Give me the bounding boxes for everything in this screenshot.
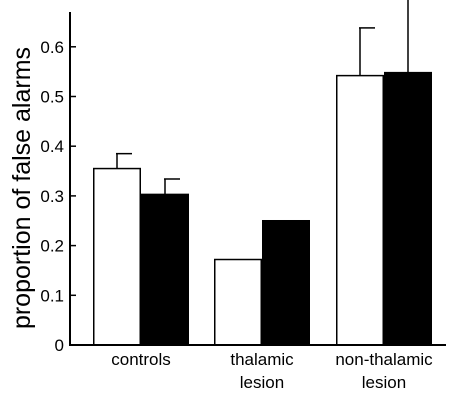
y-tick-label: 0.3: [40, 187, 64, 206]
y-tick-label: 0.4: [40, 137, 64, 156]
error-bars: [116, 0, 409, 195]
y-tick-label: 0.2: [40, 237, 64, 256]
x-tick-label-line: lesion: [240, 373, 284, 392]
x-tick-label: thalamic lesion: [230, 350, 294, 392]
bar-series2-cat1: [141, 193, 189, 346]
y-tick-label: 0.1: [40, 286, 64, 305]
x-tick-label: controls: [111, 350, 171, 369]
x-axis: controls thalamic lesion non-thalamic lesion: [69, 344, 446, 392]
x-tick-label-line: controls: [111, 350, 171, 369]
x-tick-label-line: thalamic: [230, 350, 294, 369]
bar-series2-cat3: [384, 71, 432, 346]
bar-series1-cat3: [336, 74, 384, 346]
x-tick-label-line: non-thalamic: [335, 350, 433, 369]
bar-series1-cat1: [93, 167, 141, 346]
y-tick-label: 0: [55, 336, 64, 355]
x-tick-label: non-thalamic lesion: [335, 350, 433, 392]
y-tick-label: 0.6: [40, 38, 64, 57]
bars: [93, 71, 432, 346]
y-tick-label: 0.5: [40, 87, 64, 106]
y-axis-title: proportion of false alarms: [8, 47, 36, 329]
x-tick-label-line: lesion: [362, 373, 406, 392]
bar-series2-cat2: [262, 219, 310, 346]
y-axis: 0 0.1 0.2 0.3 0.4 0.5 0.6: [40, 12, 76, 355]
bar-series1-cat2: [214, 258, 262, 346]
